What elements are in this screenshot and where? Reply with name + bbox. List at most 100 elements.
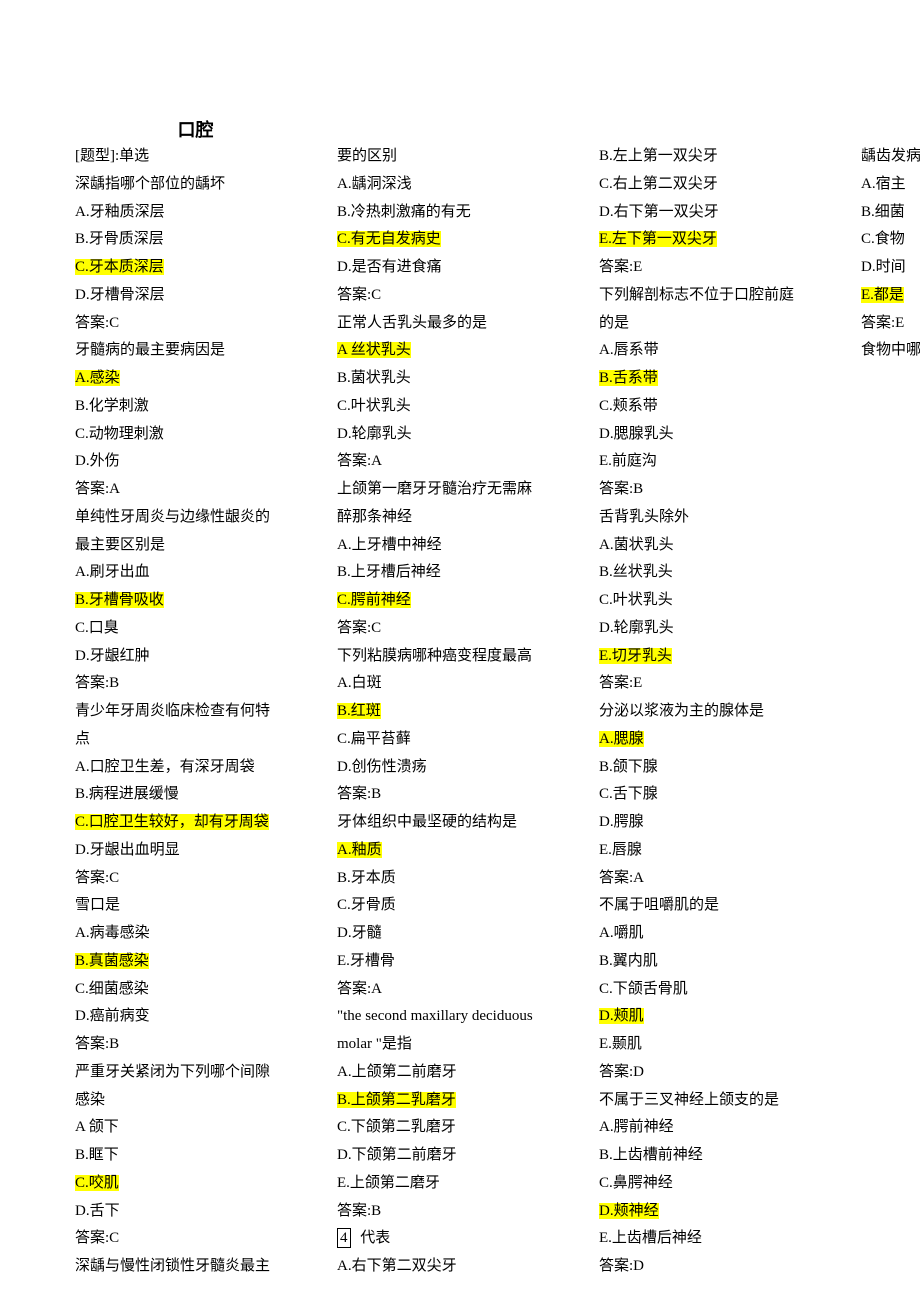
text-line: 答案:A bbox=[337, 976, 583, 1004]
text-line: A.龋洞深浅 bbox=[337, 171, 583, 199]
text-line: C.动物理刺激 bbox=[75, 421, 321, 449]
text-line: D.时间 bbox=[861, 254, 920, 282]
text-line: A.上牙槽中神经 bbox=[337, 532, 583, 560]
text-line: A.嚼肌 bbox=[599, 920, 845, 948]
text-line: C.右上第二双尖牙 bbox=[599, 171, 845, 199]
text-line: C.叶状乳头 bbox=[337, 393, 583, 421]
text-line: 牙体组织中最坚硬的结构是 bbox=[337, 809, 583, 837]
text-line: B.牙本质 bbox=[337, 865, 583, 893]
text-line: B.冷热刺激痛的有无 bbox=[337, 199, 583, 227]
text-line: 答案:C bbox=[75, 1225, 321, 1253]
text-line: B.眶下 bbox=[75, 1142, 321, 1170]
text-line: B.红斑 bbox=[337, 698, 583, 726]
text-line: C.下颌第二乳磨牙 bbox=[337, 1114, 583, 1142]
text-line: B.真菌感染 bbox=[75, 948, 321, 976]
text-line: 答案:E bbox=[599, 254, 845, 282]
text-line: 4 代表 bbox=[337, 1225, 583, 1253]
text-line: B.化学刺激 bbox=[75, 393, 321, 421]
text-line: C.舌下腺 bbox=[599, 781, 845, 809]
highlighted-answer: B.上颌第二乳磨牙 bbox=[337, 1092, 456, 1108]
text-line: "the second maxillary deciduous bbox=[337, 1003, 583, 1031]
text-line: 答案:B bbox=[599, 476, 845, 504]
text-line: E.上齿槽后神经 bbox=[599, 1225, 845, 1253]
highlighted-answer: B.牙槽骨吸收 bbox=[75, 592, 164, 608]
text-line: A.刷牙出血 bbox=[75, 559, 321, 587]
text-line: 深龋指哪个部位的龋坏 bbox=[75, 171, 321, 199]
highlighted-answer: E.左下第一双尖牙 bbox=[599, 231, 717, 247]
content-columns: [题型]:单选深龋指哪个部位的龋坏A.牙釉质深层B.牙骨质深层C.牙本质深层D.… bbox=[75, 143, 845, 1283]
text-line: 正常人舌乳头最多的是 bbox=[337, 310, 583, 338]
text-line: C.细菌感染 bbox=[75, 976, 321, 1004]
text-line: D.颊肌 bbox=[599, 1003, 845, 1031]
text-line: 下列粘膜病哪种癌变程度最高 bbox=[337, 643, 583, 671]
highlighted-answer: C.有无自发病史 bbox=[337, 231, 441, 247]
text-line: A.唇系带 bbox=[599, 337, 845, 365]
text-line: D.轮廓乳头 bbox=[337, 421, 583, 449]
doc-title: 口腔 bbox=[75, 114, 316, 147]
text-line: C.下颌舌骨肌 bbox=[599, 976, 845, 1004]
text-line: A.腮腺 bbox=[599, 726, 845, 754]
text-line: E.左下第一双尖牙 bbox=[599, 226, 845, 254]
text-line: C.颊系带 bbox=[599, 393, 845, 421]
text-line: 雪口是 bbox=[75, 892, 321, 920]
text-line: D.轮廓乳头 bbox=[599, 615, 845, 643]
text-line: B.病程进展缓慢 bbox=[75, 781, 321, 809]
text-line: A.牙釉质深层 bbox=[75, 199, 321, 227]
text-line: D.颊神经 bbox=[599, 1198, 845, 1226]
text-line: 的是 bbox=[599, 310, 845, 338]
highlighted-answer: A.感染 bbox=[75, 370, 120, 386]
text-line: E.唇腺 bbox=[599, 837, 845, 865]
text-line: 答案:B bbox=[337, 1198, 583, 1226]
text-line: D.腭腺 bbox=[599, 809, 845, 837]
text-line: B.牙骨质深层 bbox=[75, 226, 321, 254]
text-line: C.咬肌 bbox=[75, 1170, 321, 1198]
highlighted-answer: B.红斑 bbox=[337, 703, 381, 719]
text-line: 青少年牙周炎临床检查有何特 bbox=[75, 698, 321, 726]
text-line: A.右下第二双尖牙 bbox=[337, 1253, 583, 1281]
text-line: 答案:C bbox=[75, 310, 321, 338]
tooth-notation-box: 4 bbox=[337, 1228, 351, 1248]
text-line: A.上颌第二前磨牙 bbox=[337, 1059, 583, 1087]
text-line: B.菌状乳头 bbox=[337, 365, 583, 393]
text-line: D.牙髓 bbox=[337, 920, 583, 948]
highlighted-answer: E.切牙乳头 bbox=[599, 648, 672, 664]
text-line: C.口腔卫生较好，却有牙周袋 bbox=[75, 809, 321, 837]
highlighted-answer: D.颊肌 bbox=[599, 1008, 644, 1024]
text-line: 点 bbox=[75, 726, 321, 754]
highlighted-answer: A.釉质 bbox=[337, 842, 382, 858]
highlighted-answer: C.咬肌 bbox=[75, 1175, 119, 1191]
text-line: C.牙本质深层 bbox=[75, 254, 321, 282]
text-line: C.扁平苔藓 bbox=[337, 726, 583, 754]
text-line: 单纯性牙周炎与边缘性龈炎的 bbox=[75, 504, 321, 532]
text-line: 答案:E bbox=[599, 670, 845, 698]
text-line: E.前庭沟 bbox=[599, 448, 845, 476]
text-line: D.外伤 bbox=[75, 448, 321, 476]
text-line: 上颌第一磨牙牙髓治疗无需麻 bbox=[337, 476, 583, 504]
text-line: C.鼻腭神经 bbox=[599, 1170, 845, 1198]
text-line: A.菌状乳头 bbox=[599, 532, 845, 560]
text-line: 严重牙关紧闭为下列哪个间隙 bbox=[75, 1059, 321, 1087]
text-line: D.癌前病变 bbox=[75, 1003, 321, 1031]
text-line: A 丝状乳头 bbox=[337, 337, 583, 365]
text-line: B.左上第一双尖牙 bbox=[599, 143, 845, 171]
text-line: 答案:A bbox=[599, 865, 845, 893]
text-line: B.上牙槽后神经 bbox=[337, 559, 583, 587]
text-line: A.病毒感染 bbox=[75, 920, 321, 948]
text-line: D.牙槽骨深层 bbox=[75, 282, 321, 310]
highlighted-answer: B.舌系带 bbox=[599, 370, 658, 386]
text-line: 答案:C bbox=[75, 865, 321, 893]
text-line: 答案:B bbox=[75, 670, 321, 698]
text-line: 要的区别 bbox=[337, 143, 583, 171]
text-line: C.食物 bbox=[861, 226, 920, 254]
text-line: 下列解剖标志不位于口腔前庭 bbox=[599, 282, 845, 310]
text-line: 食物中哪种成分在龋发生中至 bbox=[861, 337, 920, 365]
text-line: 深龋与慢性闭锁性牙髓炎最主 bbox=[75, 1253, 321, 1281]
text-line: D.牙龈出血明显 bbox=[75, 837, 321, 865]
text-line: E.切牙乳头 bbox=[599, 643, 845, 671]
highlighted-answer: E.都是 bbox=[861, 287, 904, 303]
text-line: C.牙骨质 bbox=[337, 892, 583, 920]
text-line: 龋齿发病的因素有 bbox=[861, 143, 920, 171]
text-line: 答案:A bbox=[75, 476, 321, 504]
text-line: E.牙槽骨 bbox=[337, 948, 583, 976]
text-line: A.宿主 bbox=[861, 171, 920, 199]
